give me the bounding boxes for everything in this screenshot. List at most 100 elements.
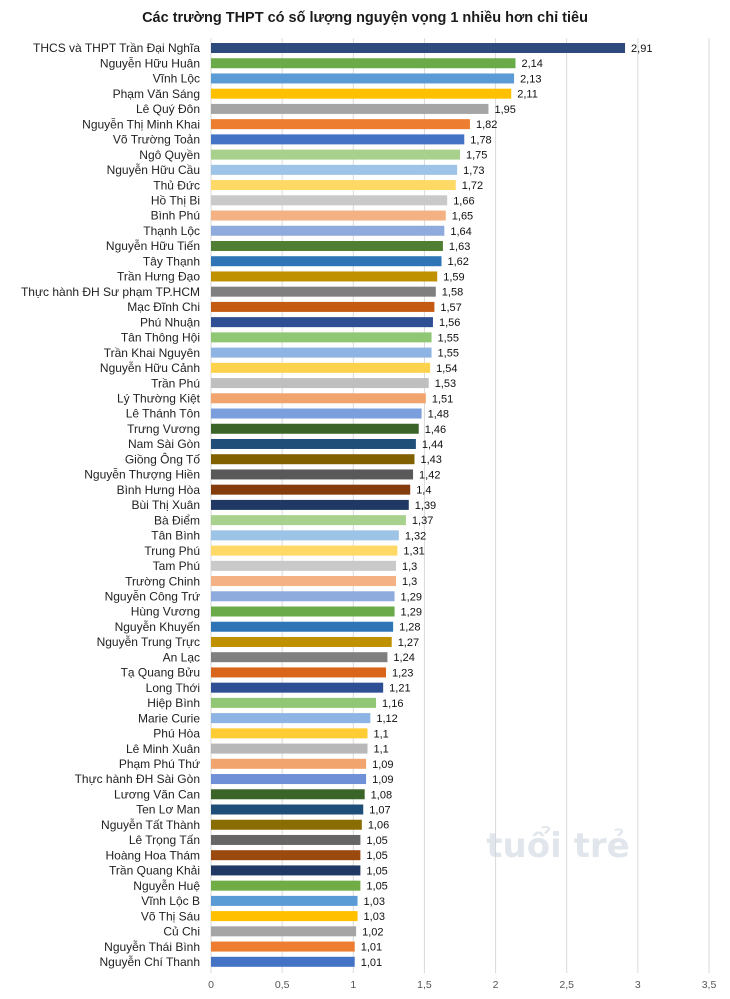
value-label: 1,05 bbox=[366, 881, 387, 893]
bar bbox=[211, 804, 364, 815]
bar bbox=[211, 865, 361, 876]
bar bbox=[211, 636, 392, 647]
category-label: Hoàng Hoa Thám bbox=[106, 848, 201, 862]
category-label: Tạ Quang Bửu bbox=[121, 666, 200, 680]
x-tick-label: 3,5 bbox=[702, 979, 717, 991]
bar bbox=[211, 560, 396, 571]
bar bbox=[211, 256, 442, 267]
value-label: 1,78 bbox=[470, 134, 491, 146]
category-label: Tân Bình bbox=[151, 529, 200, 543]
value-label: 1,51 bbox=[432, 393, 453, 405]
category-label: Nguyễn Thái Bình bbox=[104, 939, 200, 954]
x-tick-label: 0 bbox=[208, 979, 214, 991]
value-label: 2,13 bbox=[520, 73, 541, 85]
category-label: Trung Phú bbox=[144, 544, 200, 558]
value-label: 1,05 bbox=[366, 835, 387, 847]
bar bbox=[211, 911, 358, 922]
bar bbox=[211, 149, 460, 160]
bar bbox=[211, 484, 411, 495]
bar bbox=[211, 393, 426, 404]
value-label: 1,29 bbox=[401, 607, 422, 619]
category-label: THCS và THPT Trần Đại Nghĩa bbox=[33, 41, 200, 55]
x-tick-label: 1,5 bbox=[417, 979, 432, 991]
category-label: Trần Phú bbox=[151, 376, 200, 390]
category-label: Nguyễn Công Trứ bbox=[105, 588, 200, 603]
value-label: 1,01 bbox=[361, 957, 382, 969]
category-label: Lê Quý Đôn bbox=[136, 102, 200, 116]
bar bbox=[211, 362, 431, 373]
bar bbox=[211, 134, 465, 145]
category-label: Nguyễn Thượng Hiền bbox=[84, 467, 200, 482]
bar bbox=[211, 545, 398, 556]
category-label: Nguyễn Thị Minh Khai bbox=[82, 116, 200, 131]
bar bbox=[211, 88, 512, 99]
bar bbox=[211, 499, 409, 510]
category-label: Lý Thường Kiệt bbox=[117, 391, 201, 405]
category-label: Trần Hưng Đạo bbox=[117, 270, 200, 284]
bar bbox=[211, 819, 362, 830]
value-label: 1,12 bbox=[376, 713, 397, 725]
value-label: 1,05 bbox=[366, 865, 387, 877]
value-label: 1,46 bbox=[425, 424, 446, 436]
value-label: 1,3 bbox=[402, 561, 417, 573]
bar bbox=[211, 438, 416, 449]
bar bbox=[211, 119, 470, 130]
bar bbox=[211, 713, 371, 724]
bar bbox=[211, 332, 432, 343]
bar bbox=[211, 591, 395, 602]
value-label: 1,63 bbox=[449, 241, 470, 253]
category-label: Nguyễn Khuyến bbox=[115, 619, 200, 634]
category-label: Nguyễn Trung Trực bbox=[97, 634, 200, 649]
value-label: 2,11 bbox=[517, 89, 538, 101]
value-label: 1,44 bbox=[422, 439, 443, 451]
value-label: 1,53 bbox=[435, 378, 456, 390]
category-label: Vĩnh Lộc bbox=[153, 72, 200, 86]
bar bbox=[211, 956, 355, 967]
bar bbox=[211, 834, 361, 845]
category-label: Trường Chinh bbox=[125, 574, 200, 588]
bar bbox=[211, 180, 456, 191]
category-label: Bình Hưng Hòa bbox=[117, 483, 201, 497]
watermark-logo: tuổi trẻ bbox=[486, 825, 629, 866]
category-label: Phạm Văn Sáng bbox=[113, 87, 200, 101]
value-label: 1,07 bbox=[369, 805, 390, 817]
bar bbox=[211, 515, 406, 526]
value-label: 2,91 bbox=[631, 43, 652, 55]
bar bbox=[211, 103, 489, 114]
category-label: Lương Văn Can bbox=[114, 787, 200, 801]
bar bbox=[211, 195, 448, 206]
category-label: Tân Thông Hội bbox=[121, 331, 200, 345]
category-label: Trần Quang Khải bbox=[109, 864, 200, 878]
value-label: 1,02 bbox=[362, 926, 383, 938]
value-label: 1,08 bbox=[371, 789, 392, 801]
bar bbox=[211, 652, 388, 663]
category-label: Bùi Thị Xuân bbox=[132, 498, 201, 512]
value-label: 1,01 bbox=[361, 942, 382, 954]
value-label: 1,55 bbox=[438, 348, 459, 360]
category-label: Nguyễn Chí Thanh bbox=[99, 954, 200, 969]
value-label: 1,55 bbox=[438, 332, 459, 344]
bar bbox=[211, 758, 367, 769]
category-label: Bình Phú bbox=[151, 209, 200, 223]
value-label: 1,06 bbox=[368, 820, 389, 832]
value-label: 1,95 bbox=[494, 104, 515, 116]
bar bbox=[211, 682, 384, 693]
value-label: 1,58 bbox=[442, 287, 463, 299]
bar bbox=[211, 286, 436, 297]
bar bbox=[211, 317, 433, 328]
x-tick-label: 1 bbox=[350, 979, 356, 991]
bar bbox=[211, 621, 394, 632]
value-label: 1,73 bbox=[463, 165, 484, 177]
category-label: Nguyễn Hữu Cầu bbox=[107, 162, 200, 177]
value-label: 1,75 bbox=[466, 150, 487, 162]
value-label: 1,57 bbox=[440, 302, 461, 314]
category-label: Thạnh Lộc bbox=[143, 224, 200, 238]
bar bbox=[211, 164, 458, 175]
category-label: Nguyễn Huệ bbox=[133, 878, 200, 893]
value-label: 1,27 bbox=[398, 637, 419, 649]
category-label: Nguyễn Tất Thành bbox=[101, 817, 200, 832]
value-label: 1,1 bbox=[374, 728, 389, 740]
value-label: 1,39 bbox=[415, 500, 436, 512]
category-label: Hồ Thị Bi bbox=[151, 194, 200, 208]
category-label: Nguyễn Hữu Cảnh bbox=[100, 360, 200, 375]
